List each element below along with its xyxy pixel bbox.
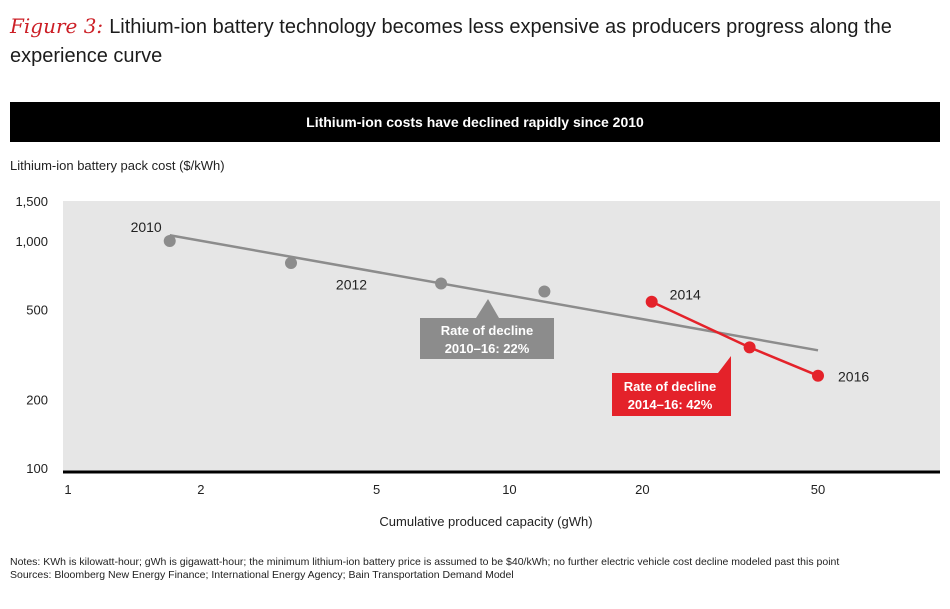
annotation-red-box xyxy=(612,356,731,416)
annotation-gray-box xyxy=(420,299,554,359)
x-tick-label: 20 xyxy=(635,482,649,497)
y-tick-label: 500 xyxy=(26,302,48,317)
data-point-red xyxy=(812,369,824,382)
point-label-2016: 2016 xyxy=(838,369,869,385)
y-tick-label: 1,000 xyxy=(15,234,48,249)
x-tick-label: 1 xyxy=(64,482,71,497)
notes-block: Notes: KWh is kilowatt-hour; gWh is giga… xyxy=(10,556,940,582)
y-axis-title: Lithium-ion battery pack cost ($/kWh) xyxy=(10,158,225,173)
chart-banner: Lithium-ion costs have declined rapidly … xyxy=(10,102,940,142)
data-point-gray xyxy=(435,277,448,290)
data-point-gray xyxy=(538,285,551,298)
y-tick-label: 200 xyxy=(26,393,48,408)
x-tick-label: 5 xyxy=(373,482,380,497)
figure-title-text: Lithium-ion battery technology becomes l… xyxy=(10,16,892,67)
figure-title: Figure 3: Lithium-ion battery technology … xyxy=(10,12,945,71)
annotation-gray: Rate of decline 2010–16: 22% xyxy=(420,299,554,359)
x-tick-label: 10 xyxy=(502,482,516,497)
y-tick-label: 1,500 xyxy=(15,194,48,209)
figure-label: Figure 3: xyxy=(10,14,104,38)
annotation-gray-line1: Rate of decline xyxy=(441,323,533,338)
data-point-gray xyxy=(163,235,176,247)
trend-line-2010-2016 xyxy=(169,234,819,352)
data-point-gray xyxy=(284,256,297,269)
annotation-gray-line2: 2010–16: 22% xyxy=(445,341,530,356)
sources-text: Sources: Bloomberg New Energy Finance; I… xyxy=(10,569,514,581)
y-tick-label: 100 xyxy=(26,461,48,476)
notes-text: Notes: KWh is kilowatt-hour; gWh is giga… xyxy=(10,556,840,568)
annotation-red: Rate of decline 2014–16: 42% xyxy=(612,356,731,416)
x-tick-label: 2 xyxy=(197,482,204,497)
data-point-red xyxy=(743,341,756,354)
x-axis-title: Cumulative produced capacity (gWh) xyxy=(379,514,592,529)
data-point-red xyxy=(645,295,658,308)
point-label-2014: 2014 xyxy=(670,287,701,303)
point-label-2012: 2012 xyxy=(336,276,367,292)
annotation-red-line2: 2014–16: 42% xyxy=(628,397,713,412)
annotation-red-line1: Rate of decline xyxy=(624,379,716,394)
point-label-2010: 2010 xyxy=(131,219,162,235)
x-tick-label: 50 xyxy=(811,482,825,497)
